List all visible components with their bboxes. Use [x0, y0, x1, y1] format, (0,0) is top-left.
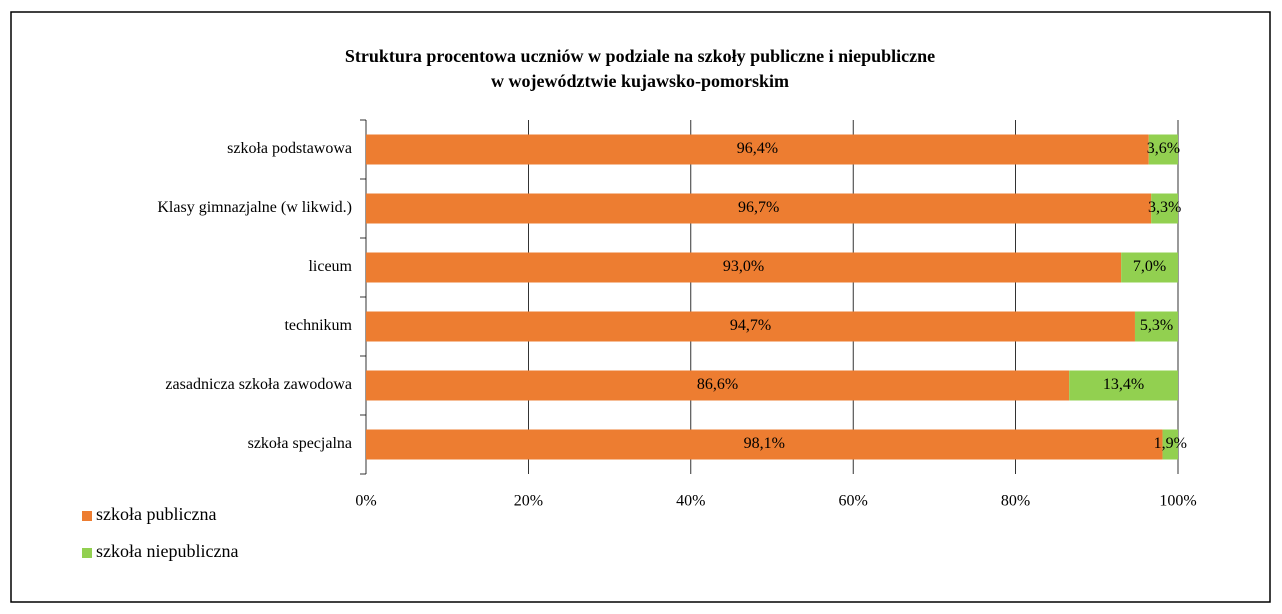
- y-tick-label: szkoła podstawowa: [227, 140, 352, 157]
- data-label: 94,7%: [730, 317, 771, 334]
- bar-segment: [366, 311, 1135, 342]
- bar-segment: [366, 429, 1163, 460]
- bar-segment: [366, 134, 1149, 165]
- bar-segment: [366, 252, 1122, 283]
- bar-segment: [1162, 429, 1178, 460]
- data-label: 86,6%: [697, 376, 738, 393]
- x-tick-label: 100%: [1159, 493, 1196, 510]
- bar-segment: [1121, 252, 1178, 283]
- legend-label: szkoła publiczna: [96, 504, 216, 524]
- data-label: 3,3%: [1148, 199, 1181, 216]
- legend-swatch: [82, 511, 92, 521]
- data-label: 3,6%: [1147, 140, 1180, 157]
- y-tick-label: Klasy gimnazjalne (w likwid.): [157, 199, 352, 216]
- chart-title: w województwie kujawsko-pomorskim: [491, 71, 789, 91]
- x-tick-label: 20%: [514, 493, 543, 510]
- data-label: 13,4%: [1103, 376, 1144, 393]
- data-label: 93,0%: [723, 258, 764, 275]
- bar-segment: [366, 193, 1152, 224]
- bar-segment: [1148, 134, 1178, 165]
- bar-segment: [1069, 370, 1178, 401]
- bar-segment: [1134, 311, 1178, 342]
- legend-label: szkoła niepubliczna: [96, 541, 238, 561]
- data-label: 98,1%: [744, 435, 785, 452]
- y-tick-label: szkoła specjalna: [248, 435, 352, 452]
- bar-segment: [366, 370, 1070, 401]
- data-label: 7,0%: [1133, 258, 1166, 275]
- x-tick-label: 80%: [1001, 493, 1030, 510]
- y-tick-label: liceum: [308, 258, 352, 275]
- data-label: 1,9%: [1154, 435, 1187, 452]
- x-tick-label: 0%: [355, 493, 376, 510]
- data-label: 5,3%: [1140, 317, 1173, 334]
- y-tick-label: technikum: [284, 317, 352, 334]
- data-label: 96,7%: [738, 199, 779, 216]
- x-tick-label: 60%: [839, 493, 868, 510]
- data-label: 96,4%: [737, 140, 778, 157]
- bar-segment: [1151, 193, 1178, 224]
- x-tick-label: 40%: [676, 493, 705, 510]
- chart-title: Struktura procentowa uczniów w podziale …: [345, 46, 935, 66]
- legend-swatch: [82, 548, 92, 558]
- y-tick-label: zasadnicza szkoła zawodowa: [165, 376, 352, 393]
- chart-frame: [10, 11, 1271, 603]
